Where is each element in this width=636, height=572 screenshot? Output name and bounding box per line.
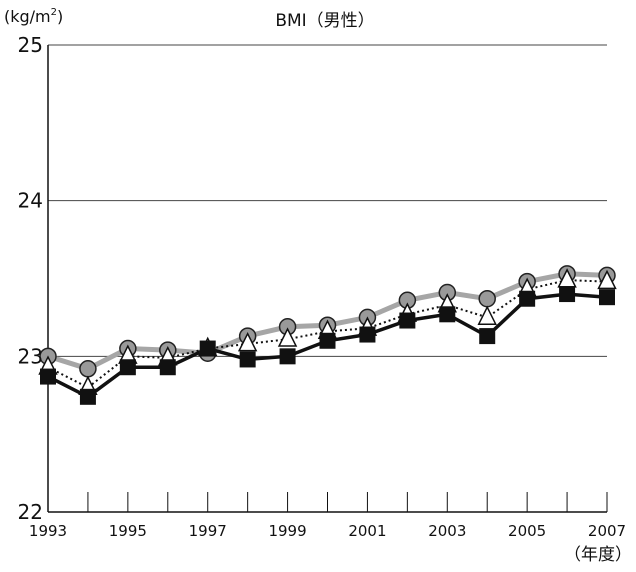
y-axis-unit-base: (kg/m	[4, 7, 51, 26]
series-triangle-point-2004	[477, 305, 497, 325]
series-square-point-1993	[40, 368, 56, 385]
series-square-point-2003	[439, 306, 456, 323]
series-circle-point-1994	[79, 360, 97, 378]
x-tick-label-1999: 1999	[268, 522, 306, 540]
series-triangle-point-1998	[237, 332, 258, 352]
x-axis-unit: （年度）	[564, 545, 632, 565]
x-tick-label-2001: 2001	[348, 522, 386, 540]
series-square-point-2002	[399, 312, 416, 329]
series-square-point-2004	[479, 328, 496, 345]
y-axis-unit: (kg/m2)	[4, 7, 63, 26]
x-tick-label-1993: 1993	[29, 522, 67, 540]
x-tick-label-2007: 2007	[588, 522, 626, 540]
series-square-point-1995	[119, 359, 136, 376]
series-square-point-1998	[239, 351, 256, 368]
y-tick-label-23: 23	[18, 344, 43, 368]
x-tick-label-2005: 2005	[508, 522, 546, 540]
series-triangle-point-2007	[597, 269, 617, 290]
series-square-point-1996	[159, 359, 176, 376]
y-axis-unit-sup: 2	[51, 7, 57, 18]
series-square-point-1999	[279, 348, 296, 365]
series-triangle-point-1999	[277, 327, 298, 347]
grid-lines	[48, 44, 607, 357]
chart-title: BMI（男性）	[275, 11, 374, 31]
y-tick-label-22: 22	[18, 500, 43, 524]
series-square-point-1994	[79, 388, 96, 405]
series-square-point-1997	[199, 340, 216, 357]
series-square-point-2005	[519, 290, 536, 307]
y-tick-label-25: 25	[18, 33, 43, 57]
series-circle-point-2004	[478, 289, 496, 308]
series-square-point-2000	[319, 332, 336, 349]
series-square-point-2006	[559, 286, 576, 303]
y-axis-unit-close: )	[57, 7, 63, 26]
x-tick-label-1995: 1995	[109, 522, 147, 540]
y-tick-label-24: 24	[18, 189, 43, 213]
x-tick-label-2003: 2003	[428, 522, 466, 540]
series-layer	[38, 265, 617, 405]
labels-layer: BMI（男性） (kg/m2) （年度） 22 23 24 25 1993 1995 199…	[4, 7, 632, 565]
series-square-point-2007	[599, 289, 615, 306]
series-square-point-2001	[359, 326, 376, 343]
axes	[47, 45, 608, 513]
series-triangle-line	[47, 279, 608, 389]
x-tick-label-1997: 1997	[189, 522, 227, 540]
